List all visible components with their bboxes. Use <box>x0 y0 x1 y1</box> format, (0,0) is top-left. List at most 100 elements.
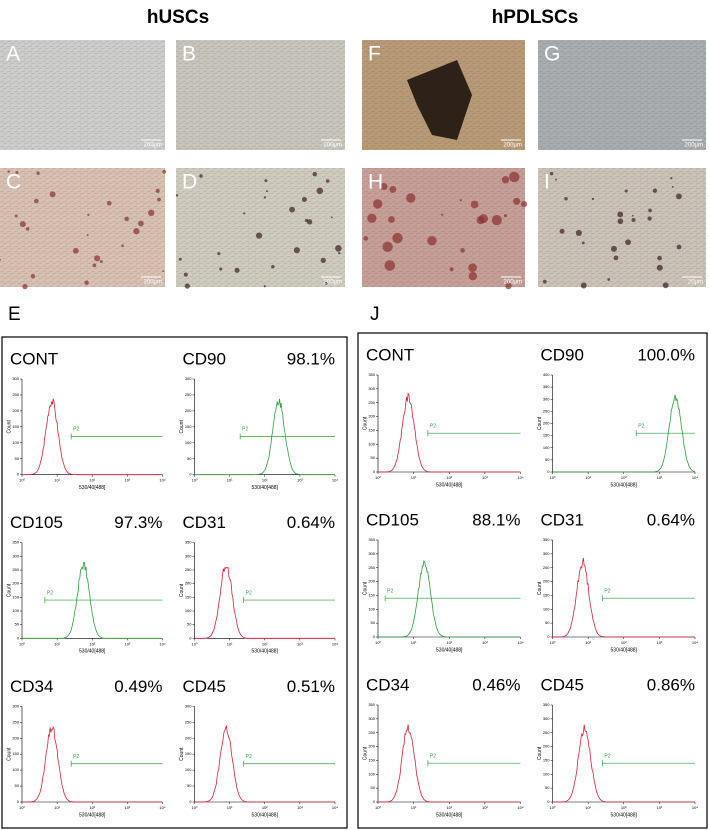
percent: 98.1% <box>287 349 335 368</box>
stain <box>217 252 221 256</box>
y-tick-label: 350 <box>368 537 375 542</box>
x-tick-label: 10⁰ <box>375 475 381 480</box>
x-tick-label: 10¹ <box>585 805 591 810</box>
y-tick-label: 350 <box>368 372 375 377</box>
stain <box>14 214 18 218</box>
y-tick-label: 100 <box>543 606 550 611</box>
texture <box>538 168 706 287</box>
stain <box>175 194 179 197</box>
y-tick-label: 350 <box>543 384 550 389</box>
y-tick-label: 50 <box>187 456 192 461</box>
x-tick-label: 10³ <box>656 475 662 480</box>
axes <box>194 379 335 475</box>
y-tick-label: 300 <box>12 553 19 558</box>
gate-label: P2 <box>47 590 53 596</box>
stain <box>591 197 595 201</box>
stain <box>580 282 587 289</box>
stain <box>137 220 144 227</box>
percent: 0.46% <box>472 675 520 694</box>
histogram <box>378 724 521 803</box>
y-tick-label: 250 <box>368 565 375 570</box>
x-tick-label: 10¹ <box>54 641 60 646</box>
scale-label: 200μm <box>324 280 342 286</box>
stain <box>675 193 682 200</box>
y-tick-label: 100 <box>368 441 375 446</box>
stain <box>121 244 124 248</box>
stain <box>363 236 369 241</box>
gate-label: P2 <box>73 427 79 433</box>
stain <box>367 213 377 223</box>
y-tick-label: 250 <box>12 719 19 724</box>
x-tick-label: 10¹ <box>54 478 60 483</box>
stain <box>325 179 330 183</box>
x-tick-label: 10² <box>621 640 627 645</box>
y-tick-label: 150 <box>185 751 192 756</box>
y-tick-label: 150 <box>543 592 550 597</box>
y-axis-label: Count <box>537 581 543 595</box>
x-tick-label: 10⁴ <box>517 640 523 645</box>
stain <box>670 177 673 180</box>
y-axis-label: Count <box>537 416 543 430</box>
x-tick-label: 10⁰ <box>191 478 197 483</box>
y-tick-label: 0 <box>547 469 550 474</box>
marker: CD90 <box>541 345 584 364</box>
x-axis-label: 530/40[488] <box>611 812 638 818</box>
x-tick-label: 10⁴ <box>692 640 698 645</box>
y-tick-label: 50 <box>187 783 192 788</box>
x-axis-label: 530/40[488] <box>436 482 463 488</box>
y-axis-label: Count <box>179 420 185 434</box>
y-axis-label: Count <box>6 420 12 434</box>
y-tick-label: 250 <box>368 730 375 735</box>
stain <box>178 257 182 261</box>
y-tick-label: 100 <box>12 767 19 772</box>
panel-letter: B <box>182 43 196 66</box>
panel-letter: C <box>6 171 21 194</box>
stain <box>36 171 40 175</box>
percent: 0.64% <box>287 513 335 532</box>
histogram <box>22 726 163 803</box>
y-axis-label: Count <box>6 583 12 597</box>
stain <box>19 221 26 228</box>
x-tick-label: 10⁰ <box>375 805 381 810</box>
x-tick-label: 10² <box>446 640 452 645</box>
stain <box>501 176 510 184</box>
axes <box>377 540 521 638</box>
x-tick-label: 10³ <box>656 640 662 645</box>
y-tick-label: 0 <box>373 634 376 639</box>
panel-box <box>357 332 708 829</box>
stain <box>388 216 395 223</box>
gate-label: P2 <box>604 754 610 760</box>
x-axis-label: 530/40[488] <box>79 812 106 818</box>
marker: CONT <box>10 349 58 368</box>
x-tick-label: 10⁴ <box>332 641 338 646</box>
x-axis-label: 530/40[488] <box>436 812 463 818</box>
stain <box>148 209 155 217</box>
y-tick-label: 200 <box>12 581 19 586</box>
stain <box>255 232 263 239</box>
stain <box>631 218 636 223</box>
y-tick-label: 200 <box>185 735 192 740</box>
stain <box>312 171 318 177</box>
y-tick-label: 250 <box>12 567 19 572</box>
y-tick-label: 250 <box>185 392 192 397</box>
x-tick-label: 10³ <box>482 640 488 645</box>
x-tick-label: 10² <box>262 805 268 810</box>
marker: CD90 <box>183 349 226 368</box>
histogram <box>378 560 521 638</box>
x-tick-label: 10⁰ <box>19 805 25 810</box>
scale-label: 200μm <box>504 143 522 149</box>
x-tick-label: 10³ <box>482 475 488 480</box>
stain <box>72 247 79 254</box>
stain <box>564 197 568 201</box>
panel-letter: I <box>544 171 550 194</box>
stain <box>84 280 89 285</box>
stain <box>607 278 611 281</box>
stain <box>652 188 658 193</box>
axes <box>377 375 521 473</box>
percent: 0.64% <box>647 510 695 529</box>
x-axis-label: 530/40[488] <box>79 485 106 491</box>
scale-label: 200μm <box>144 280 162 286</box>
x-axis-label: 530/40[488] <box>252 485 279 491</box>
histogram <box>194 566 335 639</box>
